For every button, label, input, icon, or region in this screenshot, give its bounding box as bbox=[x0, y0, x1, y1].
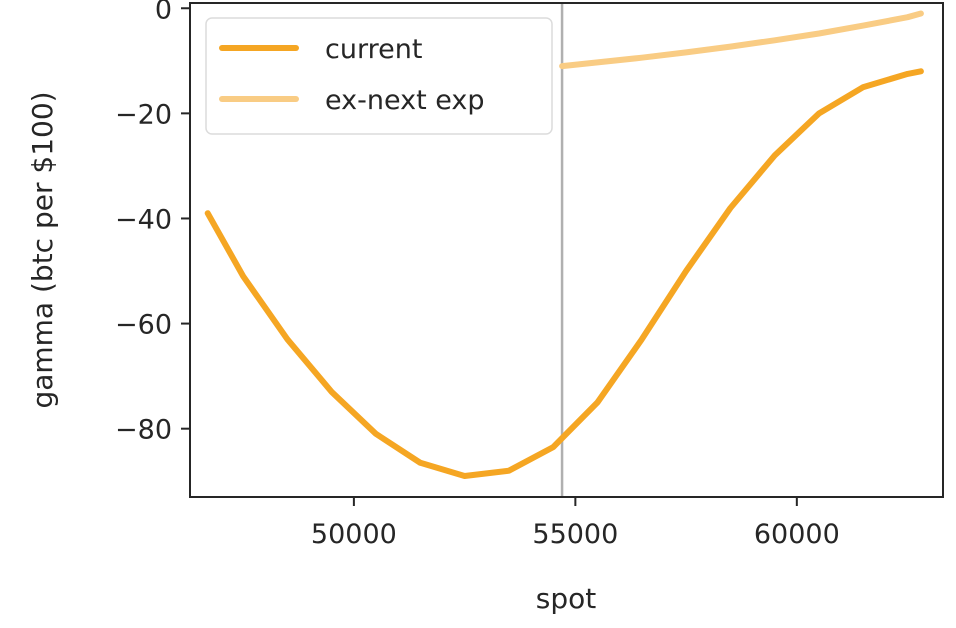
legend-label-current: current bbox=[325, 34, 422, 65]
x-tick-label: 55000 bbox=[532, 519, 618, 550]
x-axis-label: spot bbox=[536, 582, 596, 615]
y-axis-label: gamma (btc per $100) bbox=[26, 91, 59, 408]
series-line-current bbox=[204, 68, 924, 479]
y-tick-label: −40 bbox=[115, 204, 172, 235]
legend: current ex-next exp bbox=[205, 17, 553, 135]
y-axis-ticks: 0 −20 −40 −60 −80 bbox=[115, 0, 190, 446]
y-tick-label: −60 bbox=[115, 310, 172, 341]
x-tick-label: 60000 bbox=[754, 519, 840, 550]
legend-label-ex-next-exp: ex-next exp bbox=[325, 85, 485, 116]
plot-frame bbox=[189, 2, 944, 498]
series-layer bbox=[204, 10, 924, 479]
y-tick-label: −20 bbox=[115, 99, 172, 130]
y-tick-label: −80 bbox=[115, 415, 172, 446]
y-tick-label: 0 bbox=[155, 0, 172, 25]
x-tick-label: 50000 bbox=[311, 519, 397, 550]
x-axis-ticks: 50000 55000 60000 bbox=[311, 497, 840, 550]
series-line-ex-next-exp bbox=[559, 10, 924, 70]
